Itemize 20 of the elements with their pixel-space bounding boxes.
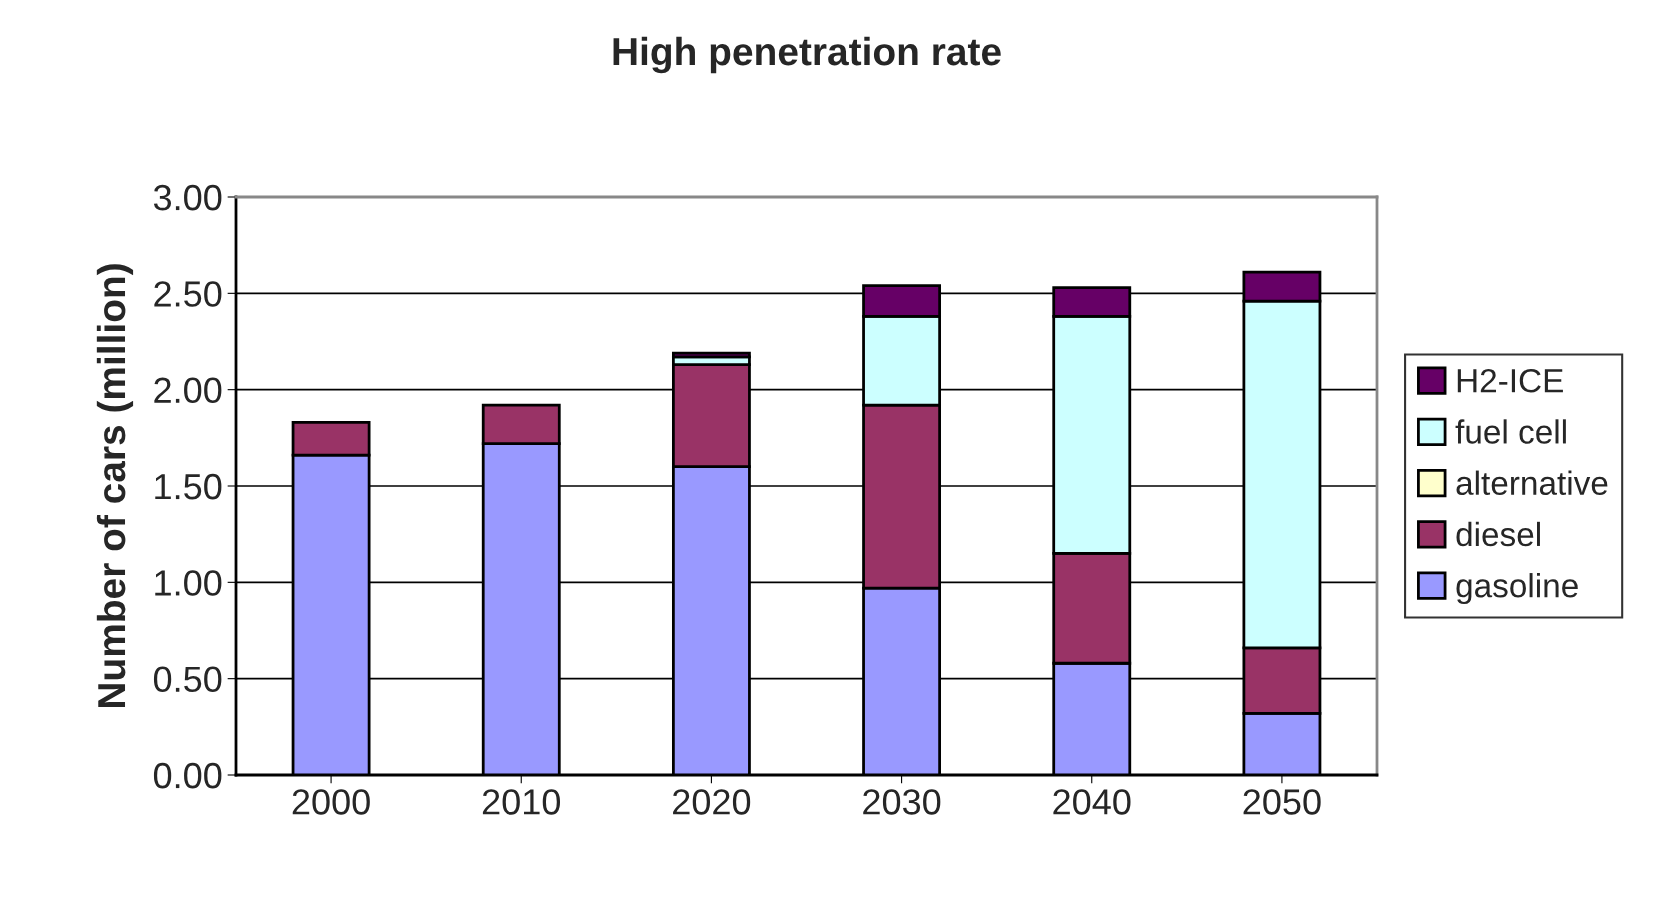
x-tick-label: 2050 [1243,789,1321,815]
x-tick-label: 2030 [863,789,941,815]
y-tick-label: 0.00 [153,762,222,789]
legend-label: alternative [1456,470,1608,496]
y-tick-label: 2.00 [154,377,222,404]
y-tick-label: 1.00 [155,570,222,596]
chart-title: High penetration rate [613,36,1001,74]
y-tick-label: 1.50 [155,473,222,500]
legend-label: H2-ICE [1457,368,1563,393]
y-tick-label: 2.50 [154,281,222,307]
legend-label: fuel cell [1455,419,1566,444]
x-tick-label: 2040 [1053,789,1131,815]
legend-label: gasoline [1456,573,1578,605]
y-axis-title: Number of cars (million) [96,264,134,708]
legend-label: diesel [1456,521,1540,547]
x-tick-label: 2000 [292,789,370,815]
y-tick-label: 0.50 [153,666,222,693]
y-tick-label: 3.00 [153,184,222,211]
x-tick-label: 2020 [673,789,751,815]
x-tick-label: 2010 [482,789,561,815]
